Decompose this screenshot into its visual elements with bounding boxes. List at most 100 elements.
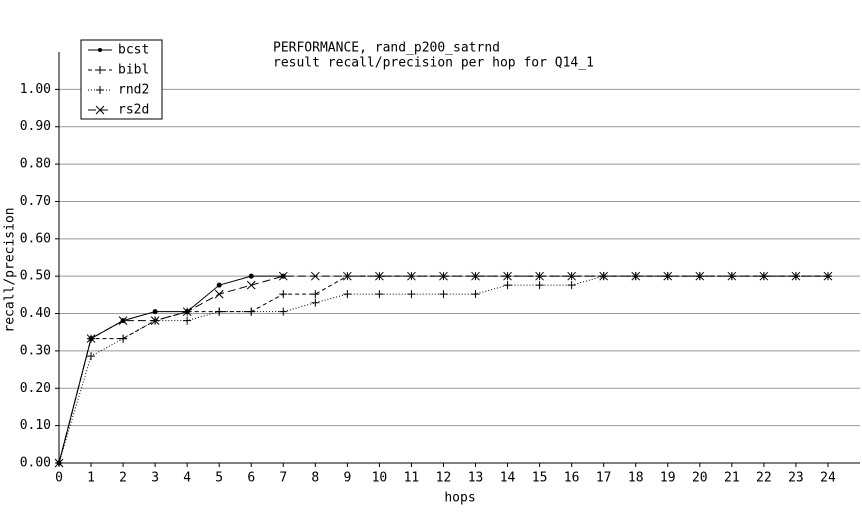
cross [663,271,673,281]
cross [246,280,256,290]
plus [87,352,96,361]
plus [407,290,416,299]
point-marker [311,298,320,307]
dot [216,282,222,288]
x-tick-label: 23 [788,471,804,486]
x-tick-label: 18 [628,471,644,486]
cross [823,271,833,281]
chart-subtitle: result recall/precision per hop for Q14_… [273,56,594,71]
cross [150,316,160,325]
legend-box [80,39,163,120]
x-tick-label: 8 [311,471,319,486]
series-line [58,275,828,464]
cross [86,334,96,343]
point-marker [471,271,480,281]
point-marker [695,271,705,281]
legend-marker [98,48,102,52]
point-marker [599,271,609,281]
plus [375,290,384,299]
series-line [58,275,828,464]
point-marker [439,290,448,299]
y-tick-label: 0.60 [20,231,51,246]
x-tick-label: 3 [151,471,159,486]
y-tick-label: 0.80 [20,157,51,172]
point-marker [216,282,222,288]
cross [439,271,448,281]
x-tick-label: 13 [468,471,484,486]
plus [311,298,320,307]
point-marker [503,271,512,281]
cross [567,271,576,281]
point-marker [87,352,96,361]
point-marker [215,307,224,316]
plus [119,334,128,343]
point-marker [791,271,801,281]
y-tick-label: 0.40 [20,306,51,321]
dot [152,309,158,315]
dot [248,273,254,279]
cross [535,271,544,281]
y-tick-label: 0.90 [20,119,51,134]
plus [279,307,288,316]
x-tick-label: 9 [343,471,351,486]
x-tick-label: 10 [372,471,388,486]
cross [727,271,737,281]
point-marker [375,290,384,299]
cross [375,271,384,281]
y-tick-label: 0.30 [20,343,51,358]
x-tick-label: 11 [404,471,420,486]
point-marker [214,289,224,299]
x-tick-label: 19 [660,471,676,486]
x-tick-label: 20 [692,471,708,486]
point-marker [183,316,192,325]
point-marker [246,280,256,290]
cross [182,307,192,317]
point-marker [54,458,64,468]
y-tick-label: 0.70 [20,194,51,209]
plus [567,281,576,290]
cross [343,271,352,281]
plus [343,290,352,299]
point-marker [343,271,352,281]
x-tick-label: 1 [87,471,95,486]
point-marker [407,290,416,299]
point-marker [311,290,320,299]
x-tick-label: 15 [532,471,548,486]
x-axis-label: hops [444,491,475,506]
x-tick-label: 14 [500,471,516,486]
point-marker [727,271,737,281]
series-line [58,275,284,464]
plus [471,290,480,299]
x-tick-label: 4 [183,471,191,486]
plus [215,307,224,316]
cross [695,271,705,281]
y-tick-label: 0.10 [20,418,51,433]
point-marker [407,271,416,281]
point-marker [247,307,256,316]
point-marker [279,307,288,316]
point-marker [471,290,480,299]
point-marker [375,271,384,281]
cross [599,271,609,281]
point-marker [248,273,254,279]
point-marker [279,290,288,299]
legend-marker [96,66,104,74]
point-marker [182,307,192,317]
cross [118,316,128,325]
point-marker [823,271,833,281]
legend-label: bibl [118,63,149,78]
point-marker [535,271,544,281]
y-tick-label: 0.20 [20,381,51,396]
legend-label: rnd2 [118,83,149,98]
plus [535,281,544,290]
cross [214,289,224,299]
y-tick-label: 0.50 [20,269,51,284]
x-tick-label: 16 [564,471,580,486]
point-marker [278,271,288,281]
x-tick-label: 12 [436,471,452,486]
point-marker [86,334,96,343]
plus [183,316,192,325]
x-tick-label: 22 [756,471,772,486]
x-tick-label: 6 [247,471,255,486]
